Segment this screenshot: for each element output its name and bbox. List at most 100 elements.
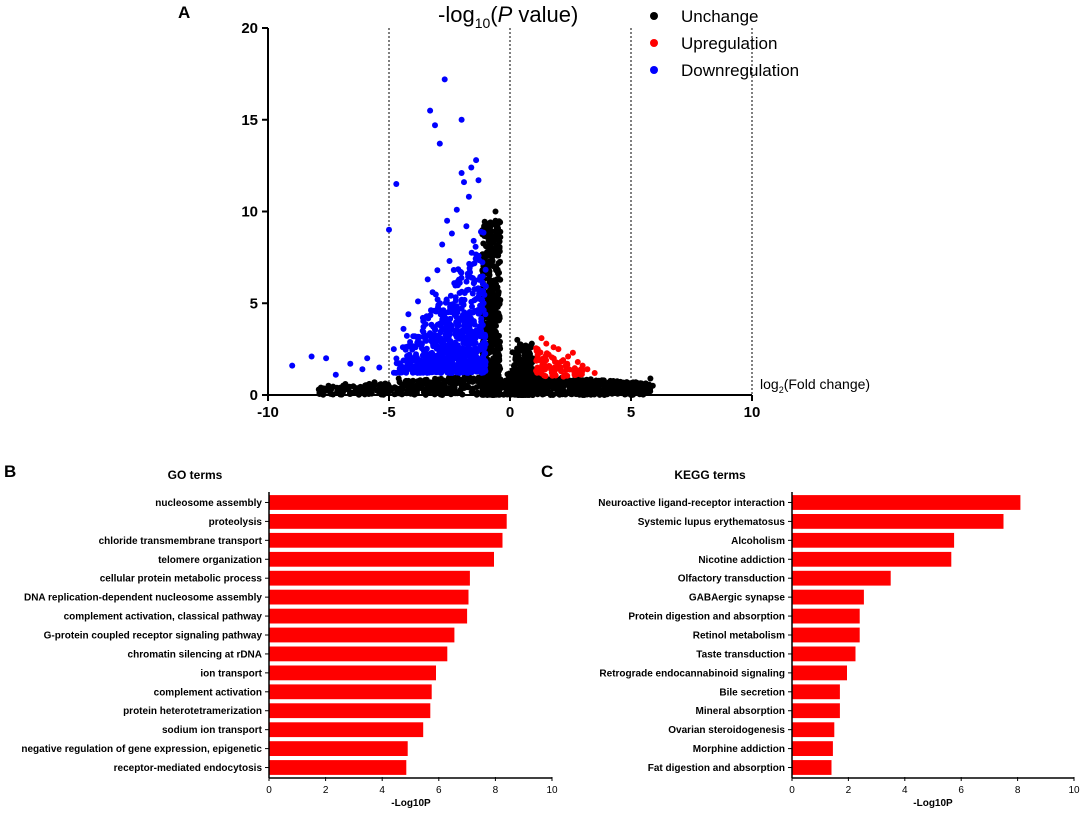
data-point (437, 356, 444, 363)
data-point (460, 322, 467, 329)
data-point (644, 383, 650, 390)
data-point (538, 335, 545, 342)
data-point (576, 386, 583, 393)
data-point (558, 358, 565, 365)
bar (792, 760, 832, 775)
data-point (382, 387, 389, 394)
bar (269, 627, 455, 643)
data-point (441, 76, 448, 83)
bar (269, 703, 431, 719)
data-point (452, 368, 459, 375)
kegg-xlabel: -Log10P (913, 798, 953, 809)
data-point (505, 375, 512, 382)
data-point (465, 193, 472, 200)
data-point (414, 354, 420, 361)
category-label: receptor-mediated endocytosis (114, 763, 263, 774)
data-point (539, 355, 546, 362)
data-point (504, 383, 511, 390)
data-point (424, 276, 431, 283)
data-point (477, 333, 484, 340)
data-point (482, 221, 489, 228)
data-point (447, 388, 454, 395)
data-point (534, 378, 541, 385)
data-point (493, 295, 500, 302)
data-point (543, 340, 550, 347)
data-point (553, 365, 560, 372)
category-label: Ovarian steroidogenesis (668, 725, 785, 736)
data-point (421, 386, 428, 393)
data-point (480, 229, 487, 236)
data-point (386, 226, 392, 233)
x-tick-label: 5 (627, 404, 635, 421)
data-point (437, 329, 444, 336)
x-tick-label: 6 (958, 785, 964, 796)
y-tick-label: 15 (241, 112, 258, 129)
data-point (549, 372, 556, 379)
bar (269, 495, 509, 510)
data-point (490, 341, 497, 348)
volcano-xlabel: log2(Fold change) (760, 376, 870, 395)
data-point (364, 355, 371, 362)
data-point (469, 290, 476, 297)
data-point (477, 378, 484, 384)
data-point (492, 208, 499, 215)
data-point (460, 301, 467, 308)
data-point (616, 383, 623, 390)
data-point (553, 359, 560, 366)
data-point (435, 366, 442, 373)
data-point (480, 281, 487, 288)
bar (269, 760, 407, 775)
category-label: nucleosome assembly (155, 498, 262, 509)
category-label: Neuroactive ligand-receptor interaction (598, 498, 785, 509)
data-point (494, 374, 501, 381)
data-point (417, 369, 424, 376)
data-point (480, 385, 487, 392)
data-point (411, 369, 418, 376)
data-point (482, 266, 489, 273)
data-point (449, 362, 456, 369)
go-bars (269, 495, 509, 775)
data-point (443, 318, 450, 325)
data-point (471, 260, 478, 267)
category-label: Olfactory transduction (678, 574, 785, 585)
data-point (474, 358, 481, 365)
bar (269, 608, 468, 624)
data-point (533, 357, 540, 364)
x-tick-label: 0 (506, 404, 514, 421)
data-point (425, 332, 431, 339)
data-point (452, 377, 459, 384)
data-point (495, 289, 502, 296)
bar (269, 646, 448, 662)
data-point (476, 257, 483, 264)
data-point (413, 333, 420, 340)
category-label: telomere organization (158, 555, 262, 566)
data-point (468, 361, 474, 368)
kegg-bars (792, 495, 1021, 775)
bar (269, 684, 432, 700)
data-point (489, 257, 496, 264)
kegg-terms-chart: KEGG terms Neuroactive ligand-receptor i… (598, 468, 1080, 809)
y-axis-ticks: 0 5 10 15 20 (241, 20, 268, 404)
data-point (358, 385, 365, 392)
threshold-lines (388, 28, 753, 395)
x-tick-label: 2 (323, 785, 329, 796)
y-tick-label: 0 (250, 387, 258, 404)
data-point (584, 366, 591, 373)
category-label: ion transport (200, 668, 262, 679)
data-point (453, 327, 460, 334)
data-point (419, 381, 426, 388)
data-point (428, 321, 435, 328)
data-point (466, 265, 473, 272)
panel-label-c: C (541, 462, 553, 481)
volcano-title-open: ( (490, 2, 498, 27)
data-point (535, 349, 542, 356)
go-xlabel: -Log10P (391, 798, 431, 809)
data-point (477, 273, 484, 280)
bar (269, 532, 503, 548)
data-point (405, 311, 412, 318)
go-category-labels: nucleosome assembly proteolysis chloride t… (21, 498, 269, 774)
legend-marker-downregulation (650, 66, 658, 74)
data-point (393, 181, 400, 187)
data-point (465, 271, 472, 277)
